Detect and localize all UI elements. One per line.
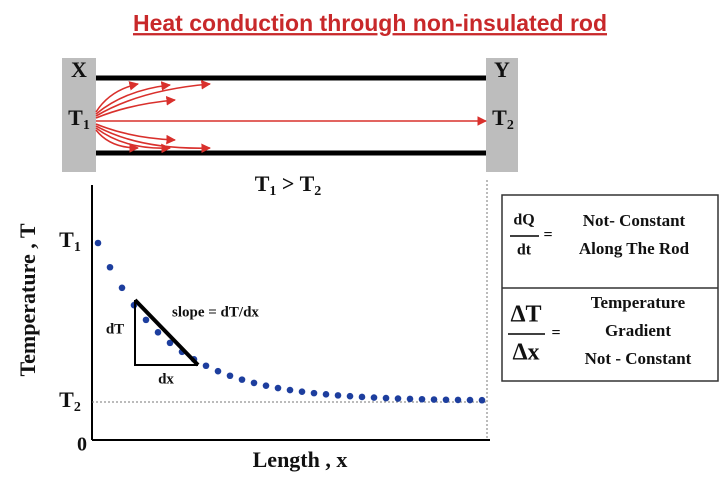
curve-dot bbox=[214, 367, 222, 375]
note-line: Not - Constant bbox=[585, 349, 692, 368]
left-temp: T1 bbox=[68, 105, 90, 133]
note-line: Not- Constant bbox=[583, 211, 686, 230]
note-2: ΔT Δx = Temperature Gradient Not - Const… bbox=[508, 293, 692, 368]
curve-dot bbox=[262, 382, 270, 389]
note-line: Gradient bbox=[605, 321, 671, 340]
curve-dot bbox=[310, 389, 318, 397]
origin: 0 bbox=[77, 434, 87, 456]
numerator: ΔT bbox=[510, 302, 541, 328]
curve-dot bbox=[118, 284, 126, 292]
curve-dot bbox=[166, 339, 174, 347]
curve-dot bbox=[286, 386, 294, 394]
curve-dot bbox=[322, 391, 330, 398]
slope-line bbox=[133, 298, 200, 367]
curve-dot bbox=[106, 263, 114, 271]
curve-dot bbox=[142, 316, 150, 324]
y-label: Temperature , T bbox=[15, 223, 40, 376]
note-line: Temperature bbox=[591, 293, 686, 312]
curve-dot bbox=[238, 376, 246, 383]
y-top-label: T1 bbox=[59, 227, 81, 255]
curve-dot bbox=[406, 395, 414, 403]
slope-triangle bbox=[134, 300, 198, 366]
slope-label: slope = dT/dx bbox=[172, 304, 259, 320]
x-label: Length , x bbox=[253, 447, 348, 472]
equals: = bbox=[551, 325, 560, 342]
curve-dot bbox=[334, 392, 342, 399]
run: dx bbox=[158, 371, 174, 387]
temperature-curve bbox=[94, 239, 486, 404]
right-temp: T2 bbox=[492, 105, 514, 133]
curve-dot bbox=[370, 394, 378, 401]
curve-dot bbox=[442, 396, 450, 404]
curve-dot bbox=[466, 396, 474, 404]
curve-dot bbox=[430, 396, 438, 403]
curve-dot bbox=[394, 395, 402, 402]
curve-dot bbox=[94, 239, 102, 247]
numerator: dQ bbox=[513, 212, 534, 229]
left-end: X bbox=[71, 57, 87, 82]
title: Heat conduction through non-insulated ro… bbox=[133, 10, 607, 36]
note-line: Along The Rod bbox=[579, 239, 690, 258]
rise: dT bbox=[106, 321, 124, 337]
y-bottom-label: T2 bbox=[59, 387, 81, 415]
curve-dot bbox=[346, 392, 354, 400]
curve-dot bbox=[382, 394, 390, 402]
denominator: dt bbox=[517, 242, 532, 259]
condition: T1 > T2 bbox=[255, 171, 322, 199]
curve-dot bbox=[418, 395, 426, 403]
right-block bbox=[486, 58, 518, 172]
curve-dot bbox=[202, 362, 210, 370]
curve-dot bbox=[358, 393, 366, 401]
curve-dot bbox=[250, 379, 258, 387]
left-block bbox=[62, 58, 96, 172]
curve-dot bbox=[454, 396, 462, 404]
denominator: Δx bbox=[512, 340, 539, 366]
curve-dot bbox=[298, 388, 306, 396]
curve-dot bbox=[274, 384, 282, 392]
curve-dot bbox=[226, 372, 234, 380]
equals: = bbox=[543, 227, 552, 244]
right-end: Y bbox=[494, 57, 510, 82]
curve-dot bbox=[478, 396, 486, 404]
note-1: dQ dt = Not- Constant Along The Rod bbox=[510, 211, 690, 259]
heat-flow bbox=[95, 79, 487, 154]
curve-dot bbox=[154, 329, 162, 336]
